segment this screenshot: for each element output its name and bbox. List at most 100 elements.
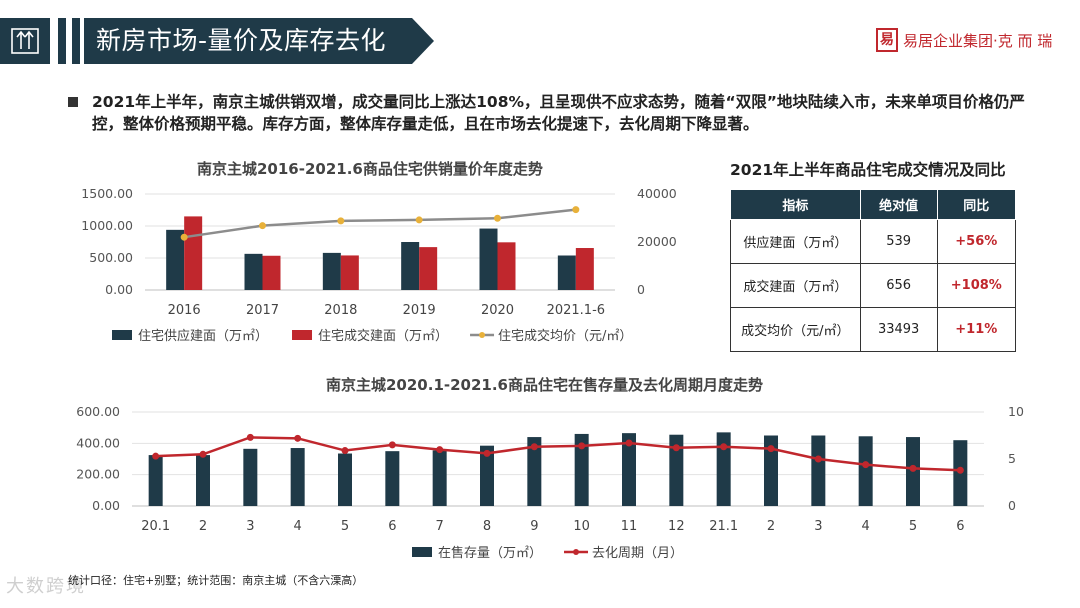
bar-primary [858, 436, 873, 506]
bar-primary [557, 255, 576, 290]
x-tick-label: 3 [246, 519, 254, 534]
y-right-tick-label: 0 [637, 282, 645, 297]
legend-label: 住宅成交均价（元/㎡） [498, 328, 632, 344]
line-point [388, 441, 396, 449]
line-point [337, 217, 345, 225]
series-line [155, 436, 961, 472]
monthly-inventory-chart: 0.00 200.00 400.00 600.00 0 5 10 20.1 2 3 4 5 6 7 8 9 10… [76, 404, 1024, 561]
bar-secondary [340, 255, 359, 290]
row-yoy: +11% [936, 307, 1017, 352]
line-point [494, 214, 501, 222]
y-left-tick-label: 400.00 [76, 435, 120, 450]
bar-primary [385, 451, 400, 506]
header-bar: 新房市场-量价及库存去化 易 易居企业集团·克 而 瑞 [0, 0, 1080, 80]
x-tick-label: 5 [341, 519, 349, 534]
line-point [956, 466, 964, 474]
page-title: 新房市场-量价及库存去化 [96, 26, 387, 55]
y-left-tick-label: 0.00 [92, 498, 120, 513]
line-point [578, 442, 586, 450]
bar-primary [166, 229, 185, 290]
bar-primary [716, 432, 731, 506]
y-left-tick-label: 1000.00 [81, 218, 133, 233]
line-point [909, 464, 917, 472]
header-stripe [72, 18, 80, 64]
row-yoy: +108% [936, 263, 1017, 308]
y-right-tick-label: 5 [1008, 451, 1016, 466]
y-left-tick-label: 200.00 [76, 467, 120, 482]
table-header-row: 指标 绝对值 同比 [730, 189, 1017, 220]
bar-primary [290, 448, 305, 506]
chart1-title: 南京主城2016-2021.6商品住宅供销量价年度走势 [197, 160, 543, 178]
line-point [341, 447, 349, 455]
stats-table: 指标 绝对值 同比 供应建面（万㎡） 539 +56% 成交建面（万㎡） 656… [730, 189, 1017, 352]
header-title-banner [84, 18, 434, 64]
row-value: 33493 [859, 307, 938, 352]
y-right-tick-label: 20000 [637, 234, 677, 249]
line-point [572, 206, 580, 214]
col-header-value: 绝对值 [859, 189, 938, 220]
x-tick-label: 10 [573, 519, 590, 534]
x-tick-label: 2 [767, 519, 775, 534]
x-tick-label: 21.1 [709, 519, 738, 534]
x-tick-label: 11 [621, 519, 638, 534]
bar-primary [401, 242, 420, 290]
y-right-tick-label: 40000 [637, 186, 677, 201]
bar-primary [244, 253, 263, 290]
line-point [199, 450, 207, 458]
legend-swatch [573, 549, 580, 555]
bar-primary [479, 228, 498, 290]
line-point [672, 444, 680, 452]
legend-swatch [479, 332, 486, 338]
bar-primary [811, 435, 826, 506]
bar-primary [243, 448, 258, 506]
bar-primary [764, 435, 778, 506]
legend-label: 住宅成交建面（万㎡） [318, 328, 448, 344]
line-point [180, 233, 188, 241]
summary-text: 2021年上半年，南京主城供销双增，成交量同比上涨达108%，且呈现供不应求态势… [92, 93, 1025, 133]
row-value: 656 [859, 263, 938, 308]
line-point [246, 433, 254, 441]
x-tick-label: 2017 [246, 303, 279, 318]
x-tick-label: 4 [862, 519, 870, 534]
x-tick-label: 2021.1-6 [547, 303, 605, 318]
row-label: 成交均价（元/㎡） [730, 307, 861, 352]
x-tick-label: 3 [814, 519, 822, 534]
header-icon-box [0, 18, 50, 64]
line-point [814, 455, 822, 463]
x-tick-label: 6 [956, 519, 964, 534]
header-stripe [58, 18, 66, 64]
line-point [294, 434, 302, 442]
x-tick-label: 5 [909, 519, 917, 534]
bar-primary [574, 433, 589, 506]
y-left-tick-label: 0.00 [105, 282, 133, 297]
x-tick-label: 2 [199, 519, 207, 534]
row-label: 供应建面（万㎡） [730, 219, 861, 264]
row-yoy: +56% [936, 219, 1017, 264]
x-tick-label: 12 [668, 519, 685, 534]
line-point [483, 449, 491, 457]
table-title: 2021年上半年商品住宅成交情况及同比 [730, 161, 1006, 179]
bar-primary [480, 445, 494, 506]
col-header-indicator: 指标 [730, 189, 861, 220]
x-tick-label: 2016 [168, 303, 201, 318]
brand-logo: 易 易居企业集团·克 而 瑞 [876, 28, 1076, 56]
bar-primary [322, 252, 341, 290]
legend-label: 去化周期（月） [592, 546, 683, 561]
bar-secondary [497, 242, 516, 290]
line-point [720, 443, 728, 451]
bar-secondary [184, 216, 203, 290]
bar-primary [432, 450, 447, 506]
line-point [436, 446, 444, 454]
legend-swatch [412, 547, 432, 557]
watermark: 大数跨境 [6, 576, 86, 597]
col-header-yoy: 同比 [936, 189, 1017, 220]
x-tick-label: 2020 [481, 303, 514, 318]
series-line [183, 208, 576, 239]
line-point [862, 461, 870, 469]
table-row: 成交建面（万㎡） 656 +108% [730, 263, 1017, 308]
y-left-tick-label: 500.00 [89, 250, 133, 265]
legend-label: 在售存量（万㎡） [438, 545, 542, 561]
legend-swatch [112, 330, 132, 340]
x-tick-label: 7 [436, 519, 444, 534]
row-value: 539 [859, 219, 938, 264]
